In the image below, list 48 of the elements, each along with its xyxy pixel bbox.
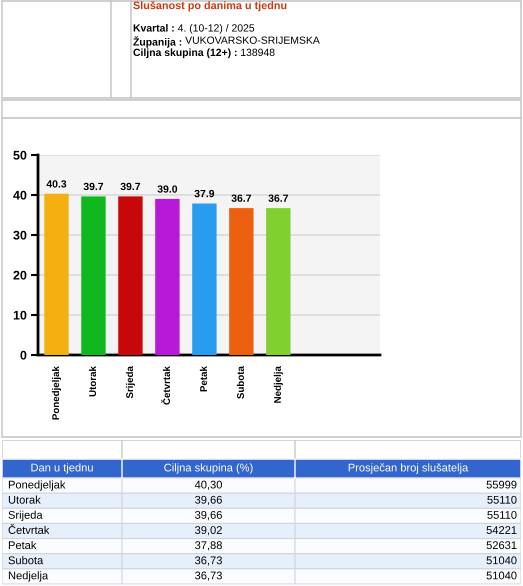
y-tick-label: 0 bbox=[20, 350, 26, 360]
y-tick-label: 40 bbox=[13, 190, 26, 200]
category-label: Petak bbox=[8, 540, 36, 550]
x-tick-label: Subota bbox=[236, 366, 244, 399]
data-label: 37,88 bbox=[195, 541, 222, 550]
chart-title: Slušanost po danima u tjednu bbox=[133, 1, 286, 12]
x-tick-label: Utorak bbox=[88, 366, 96, 396]
data-label: 40.3 bbox=[46, 180, 66, 188]
y-tick-label: 20 bbox=[13, 270, 26, 280]
y-tick-label: 10 bbox=[14, 310, 26, 320]
category-label: Utorak bbox=[8, 496, 41, 504]
data-label: 36.7 bbox=[268, 194, 288, 202]
category-label: Srijeda bbox=[8, 510, 43, 522]
data-label: 39.7 bbox=[120, 182, 140, 190]
data-label: 39.7 bbox=[84, 182, 104, 190]
data-label: 36,73 bbox=[195, 572, 222, 581]
category-label: Subota bbox=[8, 556, 44, 564]
data-label: 51040 bbox=[486, 572, 517, 580]
x-tick-label: Četvrtak bbox=[161, 366, 170, 405]
text: Županija : VUKOVARSKO-SRIJEMSKA bbox=[133, 36, 320, 48]
x-tick-label: Srijeda bbox=[126, 366, 135, 398]
data-label: 36,73 bbox=[195, 556, 222, 566]
data-label: 36.7 bbox=[231, 194, 252, 202]
x-tick-label: Nedjelja bbox=[274, 366, 283, 403]
data-label: 54221 bbox=[486, 526, 516, 534]
y-tick-label: 30 bbox=[13, 230, 26, 240]
data-label: 39,66 bbox=[195, 496, 222, 506]
data-label: 55110 bbox=[487, 510, 517, 519]
data-label: 51040 bbox=[486, 556, 517, 564]
series-label: Prosječan broj slušatelja bbox=[348, 463, 468, 474]
x-tick-label: Ponedjeljak bbox=[52, 366, 62, 420]
data-label: 39,66 bbox=[195, 510, 222, 520]
data-label: 39.0 bbox=[158, 185, 178, 193]
text: Ciljna skupina (12+) : 138948 bbox=[133, 48, 275, 58]
data-label: 39,02 bbox=[195, 526, 222, 536]
series-label: Ciljna skupina (%) bbox=[164, 463, 253, 474]
data-label: 40,30 bbox=[194, 480, 222, 490]
text: Dan u tjednu bbox=[31, 463, 93, 474]
data-label: 55110 bbox=[487, 496, 517, 504]
category-label: Ponedjeljak bbox=[8, 480, 66, 491]
data-label: 37.9 bbox=[194, 190, 214, 198]
y-tick-label: 50 bbox=[13, 150, 26, 160]
data-label: 52631 bbox=[486, 541, 516, 550]
category-label: Četvrtak bbox=[8, 524, 50, 534]
category-label: Nedjelja bbox=[8, 571, 48, 582]
data-label: 55999 bbox=[486, 480, 516, 489]
text: Kvartal : 4. (10-12) / 2025 bbox=[134, 24, 254, 34]
x-tick-label: Petak bbox=[200, 366, 207, 392]
